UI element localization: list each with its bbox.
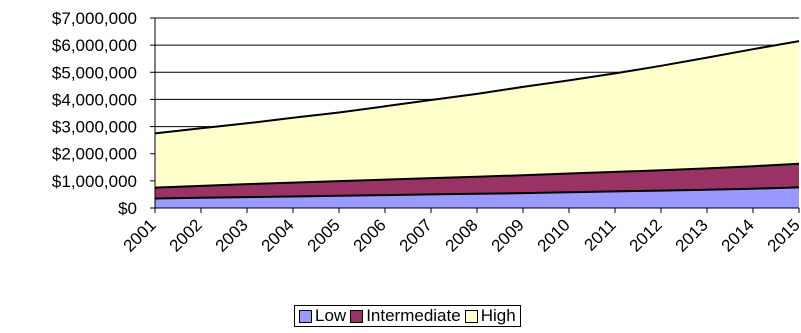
line-intermediate (154, 162, 800, 189)
line-high (154, 40, 800, 135)
x-tick-label: 2011 (581, 215, 620, 254)
legend-item-low: Low (299, 307, 346, 325)
legend-label-intermediate: Intermediate (366, 306, 461, 325)
x-tick-label: 2005 (304, 215, 344, 255)
x-tick-label: 2010 (534, 215, 574, 255)
y-tick-label: $1,000,000 (52, 172, 137, 191)
x-tick-label: 2004 (258, 215, 298, 255)
legend-item-high: High (464, 306, 516, 325)
x-tick-label: 2001 (120, 215, 160, 255)
legend-swatch-intermediate (350, 309, 364, 323)
legend-label-low: Low (315, 306, 347, 325)
axes (150, 17, 800, 213)
y-tick-label: $3,000,000 (52, 118, 137, 137)
y-tick-label: $2,000,000 (52, 145, 137, 164)
x-tick-label: 2013 (672, 215, 712, 255)
x-tick-label: 2008 (442, 215, 482, 255)
x-tick-label: 2007 (396, 215, 436, 255)
y-tick-labels: $0 $1,000,000 $2,000,000 $3,000,000 $4,000,0… (52, 9, 137, 218)
y-tick-label: $7,000,000 (52, 9, 137, 28)
legend-item-intermediate: Intermediate (350, 307, 461, 325)
x-tick-label: 2014 (718, 215, 758, 255)
y-tick-label: $6,000,000 (52, 36, 137, 55)
legend-swatch-low (299, 309, 312, 323)
x-tick-label: 2009 (488, 215, 528, 255)
x-tick-label: 2002 (166, 215, 206, 255)
legend: Low Intermediate High (294, 305, 521, 327)
y-tick-label: $4,000,000 (52, 90, 137, 109)
y-tick-label: $5,000,000 (52, 63, 137, 82)
area-low (155, 187, 799, 208)
y-tick-label: $0 (118, 199, 137, 218)
legend-label-high: High (480, 306, 516, 325)
legend-swatch-high (464, 309, 478, 323)
x-tick-labels: 2001 2002 2003 2004 2005 2006 2007 2008 2009 2010… (120, 215, 801, 255)
plot-areas (155, 41, 799, 208)
x-tick-label: 2003 (212, 215, 252, 255)
x-tick-label: 2006 (350, 215, 390, 255)
area-intermediate (155, 163, 799, 199)
line-low (154, 186, 800, 200)
area-high (155, 41, 799, 188)
x-tick-label: 2015 (764, 215, 801, 255)
series-lines (154, 40, 800, 200)
x-tick-label: 2012 (626, 215, 666, 255)
